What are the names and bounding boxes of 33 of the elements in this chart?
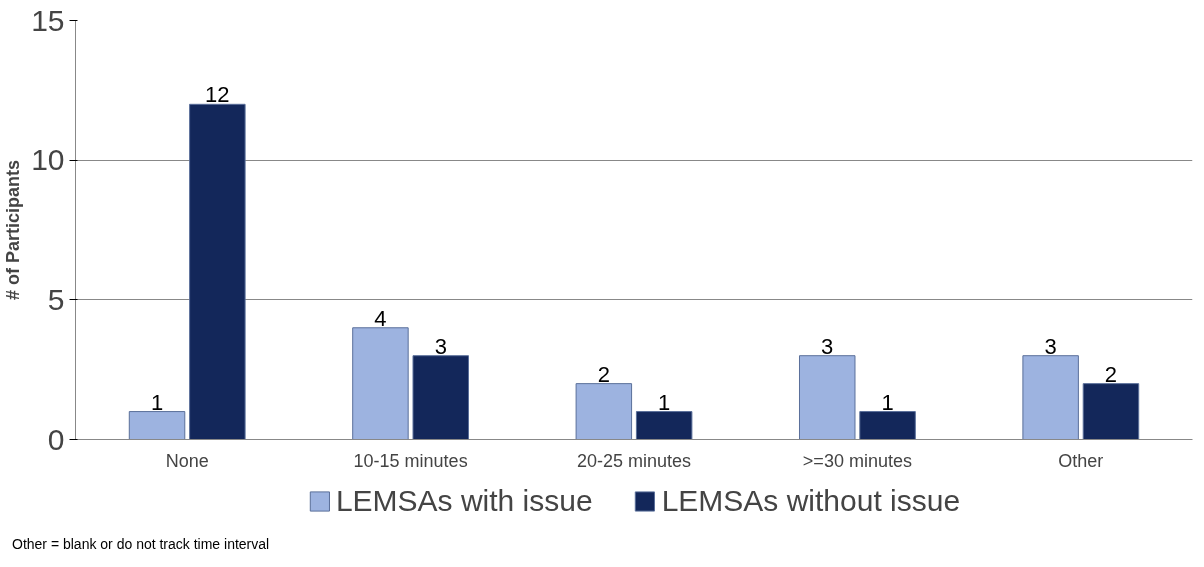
text: Other = blank or do not track time interval (12, 535, 270, 554)
bar (1022, 355, 1079, 440)
bar (352, 327, 409, 440)
y-tick-label: 15 (31, 3, 65, 37)
bar (635, 411, 693, 440)
bar (412, 355, 470, 440)
data-label: 1 (658, 389, 671, 415)
data-label: 4 (374, 305, 387, 331)
bar (575, 383, 633, 440)
data-label: 12 (205, 82, 230, 108)
bar (1082, 383, 1140, 440)
x-tick-label: 10-15 minutes (353, 450, 468, 471)
data-label: 3 (1044, 333, 1057, 359)
data-label: 2 (1104, 361, 1118, 387)
x-tick-label: >=30 minutes (802, 450, 912, 471)
y-tick-label: 5 (47, 282, 65, 316)
bar (189, 103, 246, 440)
data-label: 1 (881, 389, 894, 415)
bar (128, 411, 186, 440)
y-tick-label: 10 (31, 143, 65, 177)
data-label: 3 (821, 333, 834, 359)
legend-label: LEMSAs without issue (661, 484, 961, 518)
bar (798, 355, 856, 440)
x-tick-label: Other (1058, 450, 1104, 471)
y-axis-title: # of Participants (3, 159, 24, 301)
x-tick-label: None (165, 450, 209, 471)
legend-label: LEMSAs with issue (335, 484, 593, 518)
bar (859, 411, 916, 440)
y-tick-label: 0 (47, 422, 65, 456)
data-label: 2 (597, 361, 610, 387)
data-label: 1 (150, 389, 164, 415)
x-tick-label: 20-25 minutes (576, 450, 692, 471)
data-label: 3 (434, 333, 447, 359)
